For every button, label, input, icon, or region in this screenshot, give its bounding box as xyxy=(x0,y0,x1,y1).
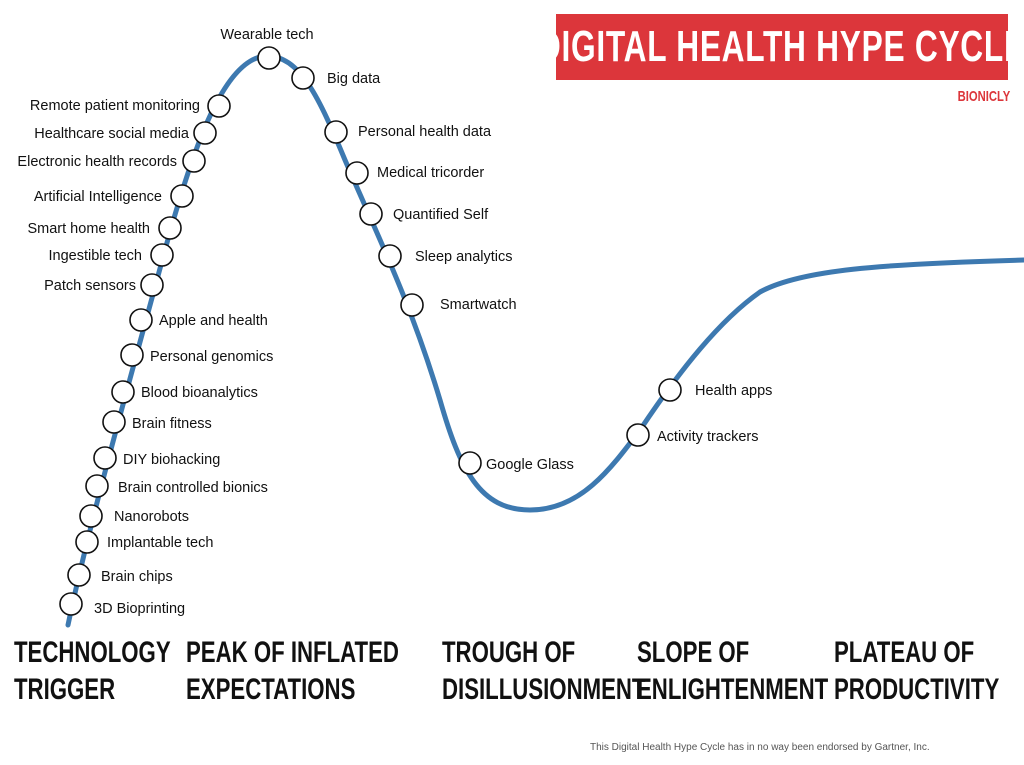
technology-marker xyxy=(658,378,682,402)
technology-label: Sleep analytics xyxy=(415,249,513,265)
technology-label: Healthcare social media xyxy=(34,126,190,142)
technology-marker xyxy=(120,343,144,367)
phase-line: PEAK OF INFLATED xyxy=(186,636,399,669)
phase-trough: TROUGH OF DISILLUSIONMENT xyxy=(442,634,646,708)
technology-marker xyxy=(150,243,174,267)
technology-label: Smart home health xyxy=(27,221,150,237)
technology-marker xyxy=(378,244,402,268)
technology-marker xyxy=(67,563,91,587)
technology-label: Blood bioanalytics xyxy=(141,385,258,401)
phase-line: TRIGGER xyxy=(14,673,116,706)
technology-label: Wearable tech xyxy=(220,27,313,43)
technology-label: Brain chips xyxy=(101,569,173,585)
technology-marker xyxy=(400,293,424,317)
technology-label: Activity trackers xyxy=(657,429,759,445)
technology-marker xyxy=(75,530,99,554)
technology-marker xyxy=(111,380,135,404)
phase-technology-trigger: TECHNOLOGY TRIGGER xyxy=(14,634,171,708)
technology-label: Big data xyxy=(327,71,381,87)
phase-line: TROUGH OF xyxy=(442,636,576,669)
phase-line: ENLIGHTENMENT xyxy=(637,673,829,706)
technology-marker xyxy=(458,451,482,475)
technology-label: Smartwatch xyxy=(440,297,517,313)
technology-marker xyxy=(193,121,217,145)
technology-label: Google Glass xyxy=(486,457,574,473)
technology-label: Implantable tech xyxy=(107,535,213,551)
technology-marker xyxy=(324,120,348,144)
technology-marker xyxy=(85,474,109,498)
technology-label: Personal genomics xyxy=(150,349,273,365)
technology-marker xyxy=(345,161,369,185)
title: DIGITAL HEALTH HYPE CYCLE xyxy=(556,22,1008,71)
technology-label: DIY biohacking xyxy=(123,452,220,468)
technology-label: Personal health data xyxy=(358,124,492,140)
technology-label: Medical tricorder xyxy=(377,165,484,181)
technology-label: Brain fitness xyxy=(132,416,212,432)
technology-marker xyxy=(170,184,194,208)
phase-line: PRODUCTIVITY xyxy=(834,673,1000,706)
technology-marker xyxy=(102,410,126,434)
technology-marker xyxy=(93,446,117,470)
technology-label: Quantified Self xyxy=(393,207,489,223)
technology-marker xyxy=(626,423,650,447)
phase-slope: SLOPE OF ENLIGHTENMENT xyxy=(637,634,828,708)
technology-marker xyxy=(79,504,103,528)
technology-marker xyxy=(129,308,153,332)
title-banner: DIGITAL HEALTH HYPE CYCLE xyxy=(556,14,1008,80)
phase-line: EXPECTATIONS xyxy=(186,673,356,706)
technology-marker xyxy=(359,202,383,226)
technology-marker xyxy=(140,273,164,297)
technology-marker xyxy=(257,46,281,70)
technology-label: Health apps xyxy=(695,383,772,399)
technology-label: Nanorobots xyxy=(114,509,189,525)
technology-label: Brain controlled bionics xyxy=(118,480,268,496)
technology-marker xyxy=(158,216,182,240)
technology-marker xyxy=(291,66,315,90)
technology-label: Electronic health records xyxy=(17,154,177,170)
phase-plateau: PLATEAU OF PRODUCTIVITY xyxy=(834,634,999,708)
brand-name: BIONICLY xyxy=(957,88,1010,105)
phase-line: TECHNOLOGY xyxy=(14,636,171,669)
phase-line: PLATEAU OF xyxy=(834,636,975,669)
technology-label: 3D Bioprinting xyxy=(94,601,185,617)
technology-label: Patch sensors xyxy=(44,278,136,294)
technology-label: Remote patient monitoring xyxy=(30,98,200,114)
disclaimer: This Digital Health Hype Cycle has in no… xyxy=(590,742,930,753)
technology-label: Artificial Intelligence xyxy=(34,189,162,205)
technology-marker xyxy=(207,94,231,118)
technology-label: Ingestible tech xyxy=(48,248,142,264)
phase-line: SLOPE OF xyxy=(637,636,750,669)
phase-peak: PEAK OF INFLATED EXPECTATIONS xyxy=(186,634,399,708)
technology-marker xyxy=(182,149,206,173)
phase-line: DISILLUSIONMENT xyxy=(442,673,646,706)
technology-label: Apple and health xyxy=(159,313,268,329)
technology-marker xyxy=(59,592,83,616)
